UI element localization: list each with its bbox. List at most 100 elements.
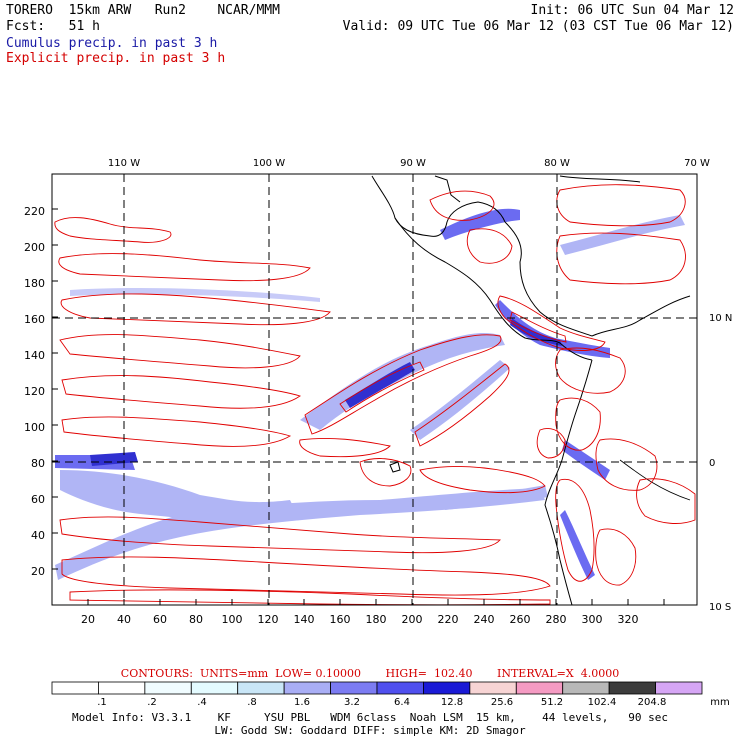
colorbar-swatch — [237, 681, 285, 695]
colorbar-label: 204.8 — [638, 697, 667, 708]
x-tick-label: 180 — [366, 613, 387, 626]
lon-label-100w: 100 W — [253, 158, 285, 169]
x-tick-label: 240 — [474, 613, 495, 626]
y-tick-label: 220 — [24, 205, 45, 218]
contour-cluster-caribbean-east — [556, 184, 686, 227]
colorbar-label: 1.6 — [294, 697, 310, 708]
colorbar-label: 102.4 — [588, 697, 617, 708]
contour-cluster-south-3 — [69, 589, 551, 605]
lon-label-110w: 110 W — [108, 158, 140, 169]
colorbar-label: .2 — [147, 697, 157, 708]
cumulus-band-south — [55, 488, 545, 580]
lat-label-10n: 10 N — [709, 313, 732, 324]
coastline-yucatan — [434, 175, 461, 203]
y-tick-label: 180 — [24, 277, 45, 290]
contour-cluster-amazon — [595, 438, 658, 491]
coastline-central-america-pacific — [394, 217, 593, 361]
contour-cluster-pacific-mid-3 — [61, 416, 292, 447]
valid-time: Valid: 09 UTC Tue 06 Mar 12 (03 CST Tue … — [342, 19, 734, 34]
y-tick-label: 160 — [24, 313, 45, 326]
coastline-central-america-caribbean — [504, 221, 593, 337]
model-info-line1: Model Info: V3.3.1 KF YSU PBL WDM 6class… — [71, 711, 669, 724]
colorbar-swatch — [562, 681, 610, 695]
cumulus-band-central-america — [495, 300, 610, 358]
colorbar-swatch — [515, 681, 564, 695]
legend-explicit: Explicit precip. in past 3 h — [6, 51, 226, 66]
coastline-layer — [371, 175, 691, 605]
cumulus-core-central — [345, 362, 415, 408]
contour-cluster-peru-coast — [595, 528, 637, 586]
colorbar-label: 25.6 — [491, 697, 513, 708]
x-tick-label: 100 — [222, 613, 243, 626]
y-tick-label: 200 — [24, 241, 45, 254]
x-tick-label: 120 — [258, 613, 279, 626]
colorbar-label: .8 — [247, 697, 257, 708]
init-time: Init: 06 UTC Sun 04 Mar 12 — [530, 3, 735, 18]
coastline-galapagos — [389, 461, 401, 473]
coastline-caribbean-islands — [559, 175, 641, 183]
forecast-hour: Fcst: 51 h — [6, 19, 100, 34]
x-tick-labels: 20 40 60 80 100 120 140 160 180 200 220 … — [81, 613, 639, 626]
cumulus-band-colombia — [562, 440, 610, 480]
model-title: TORERO 15km ARW Run2 NCAR/MMM — [6, 3, 280, 18]
contour-band-central — [304, 334, 502, 435]
contour-cluster-panama-inner — [509, 311, 567, 343]
y-tick-labels: 20 40 60 80 100 120 140 160 180 200 220 — [24, 205, 45, 578]
contour-cluster-colombia — [555, 347, 626, 394]
lon-label-80w: 80 W — [544, 158, 570, 169]
colorbar-label: .1 — [97, 697, 107, 708]
y-tick-label: 80 — [31, 457, 45, 470]
contour-cluster-andes-south — [555, 478, 595, 582]
cumulus-core-central-america — [510, 318, 562, 346]
x-tick-label: 160 — [330, 613, 351, 626]
x-tick-label: 220 — [438, 613, 459, 626]
colorbar-swatch — [376, 681, 424, 695]
colorbar-label: 12.8 — [441, 697, 463, 708]
colorbar-swatch — [98, 681, 146, 695]
colorbar-label: 6.4 — [394, 697, 410, 708]
contour-cluster-honduras — [466, 228, 513, 264]
contour-cluster-pacific-mid-2 — [61, 375, 302, 409]
colorbar — [51, 681, 703, 695]
contour-band-central-inner — [339, 361, 425, 413]
x-tick-label: 280 — [546, 613, 567, 626]
colorbar-swatch — [51, 681, 99, 695]
colorbar-swatch — [423, 681, 471, 695]
lon-label-70w: 70 W — [684, 158, 710, 169]
forecast-hours: 51 h — [68, 19, 100, 34]
colorbar-swatch — [469, 681, 517, 695]
cumulus-band-north-sa — [560, 215, 685, 255]
lat-label-10s: 10 S — [709, 602, 731, 613]
contour-cluster-andes-north — [555, 397, 601, 451]
x-tick-label: 140 — [294, 613, 315, 626]
x-tick-label: 60 — [153, 613, 167, 626]
contour-cluster-equator-east — [419, 465, 546, 494]
y-tick-label: 120 — [24, 385, 45, 398]
contour-cluster-pacific-north-2 — [60, 293, 331, 326]
contour-cluster-pacific-north-1 — [58, 253, 311, 282]
colorbar-swatch — [608, 681, 656, 695]
contour-info: CONTOURS: UNITS=mm LOW= 0.10000 HIGH= 10… — [120, 667, 620, 680]
contour-cluster-south-2 — [61, 556, 551, 596]
coastline-south-america-north — [591, 295, 691, 337]
colorbar-swatch — [190, 681, 239, 695]
x-tick-label: 260 — [510, 613, 531, 626]
y-tick-label: 140 — [24, 349, 45, 362]
y-tick-label: 40 — [31, 529, 45, 542]
colorbar-unit: mm — [710, 697, 729, 708]
colorbar-label: 3.2 — [344, 697, 360, 708]
cumulus-band-east — [440, 485, 548, 510]
lat-lon-gridlines — [52, 174, 697, 605]
cumulus-core-west — [90, 452, 138, 466]
y-tick-label: 20 — [31, 565, 45, 578]
forecast-label: Fcst: — [6, 19, 46, 34]
y-tickmarks — [52, 208, 58, 606]
contour-cluster-south-1 — [59, 516, 501, 554]
x-tick-label: 40 — [117, 613, 131, 626]
y-tick-label: 60 — [31, 493, 45, 506]
x-tick-label: 20 — [81, 613, 95, 626]
x-tick-label: 300 — [582, 613, 603, 626]
contour-cluster-pacific-east — [299, 437, 391, 458]
coastline-south-america-west — [544, 359, 593, 605]
